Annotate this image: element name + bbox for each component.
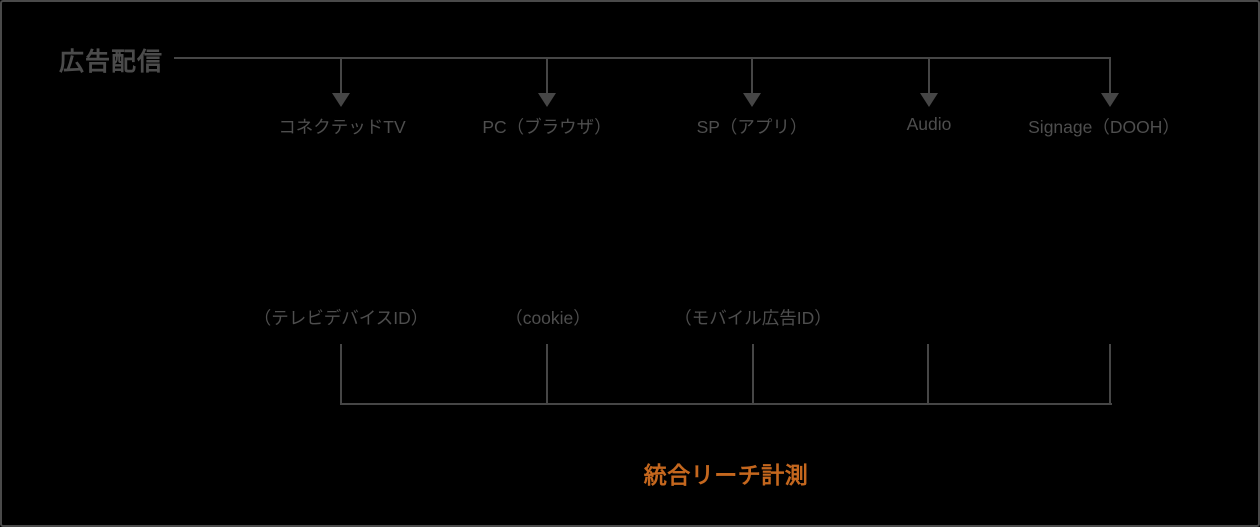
bracket-line: [927, 344, 929, 404]
down-arrow-icon: [928, 57, 930, 94]
down-arrow-icon: [546, 57, 548, 94]
down-arrow-icon: [920, 93, 938, 107]
id-label-mobile-ad-id: （モバイル広告ID）: [674, 308, 832, 328]
bracket-line: [546, 344, 548, 404]
down-arrow-icon: [332, 93, 350, 107]
device-label-signage-dooh: Signage（DOOH）: [1028, 117, 1180, 137]
integrated-reach-label: 統合リーチ計測: [643, 462, 809, 488]
id-label-tv-device-id: （テレビデバイスID）: [253, 308, 429, 328]
device-label-connected-tv: コネクテッドTV: [278, 117, 406, 137]
id-label-cookie: （cookie）: [505, 308, 591, 328]
down-arrow-icon: [751, 57, 753, 94]
down-arrow-icon: [1109, 57, 1111, 94]
bracket-line: [340, 344, 342, 404]
ad-distribution-title: 広告配信: [59, 48, 164, 76]
down-arrow-icon: [743, 93, 761, 107]
down-arrow-icon: [1101, 93, 1119, 107]
device-label-sp-app: SP（アプリ）: [696, 117, 808, 137]
bracket-line: [1109, 344, 1111, 404]
down-arrow-icon: [340, 57, 342, 94]
bracket-line: [340, 403, 1112, 405]
device-label-audio: Audio: [906, 114, 952, 134]
down-arrow-icon: [538, 93, 556, 107]
distribution-line: [174, 57, 1111, 59]
device-label-pc-browser: PC（ブラウザ）: [482, 117, 612, 137]
bracket-line: [752, 344, 754, 404]
